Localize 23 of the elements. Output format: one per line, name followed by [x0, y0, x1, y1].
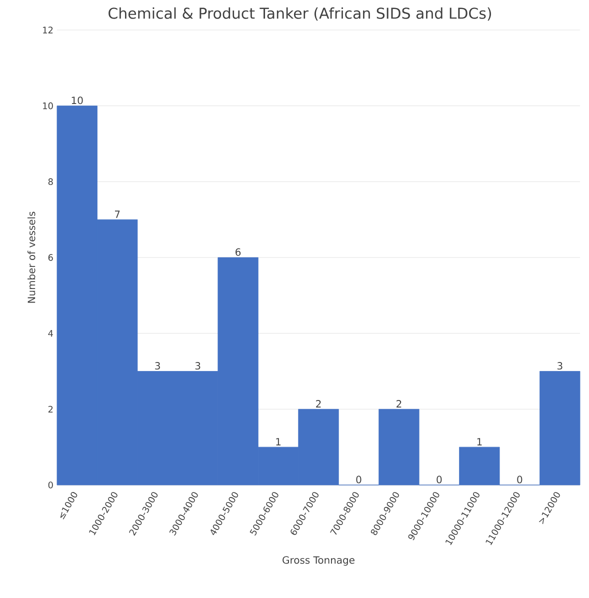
data-label: 3: [155, 362, 160, 370]
data-label: 0: [436, 476, 442, 484]
data-label: 6: [236, 248, 241, 256]
data-label: 10: [72, 96, 83, 104]
data-label: 7: [114, 210, 120, 218]
data-label: 3: [195, 362, 200, 370]
y-tick-label: 0: [48, 482, 53, 488]
x-axis-title: Gross Tonnage: [282, 556, 354, 566]
data-label: 0: [517, 476, 522, 484]
y-tick-label: 6: [48, 254, 53, 261]
y-axis-title: Number of vessels: [28, 212, 36, 303]
y-tick-label: 12: [43, 26, 53, 34]
y-tick-label: 10: [43, 102, 53, 110]
y-tick-label: 4: [48, 330, 53, 337]
data-label: 1: [276, 438, 281, 446]
data-label: 2: [396, 400, 402, 408]
data-label: 3: [557, 362, 562, 370]
data-label: 0: [356, 476, 362, 484]
y-tick-label: 8: [48, 178, 53, 186]
data-label: 1: [477, 438, 482, 446]
data-label: 2: [316, 400, 321, 408]
y-tick-label: 2: [48, 406, 53, 412]
chart-title: Chemical & Product Tanker (African SIDS and LDCs): [108, 7, 492, 21]
